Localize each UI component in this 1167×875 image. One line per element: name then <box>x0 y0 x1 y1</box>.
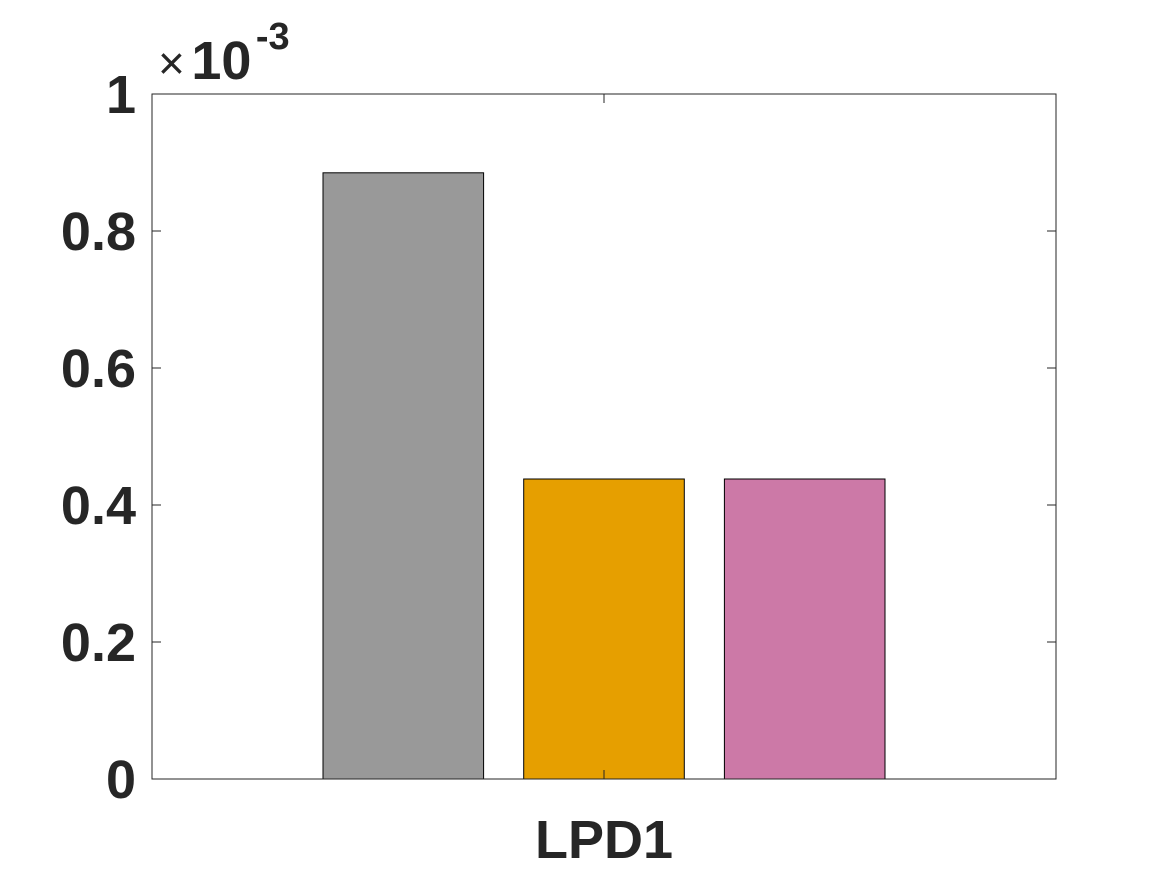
y-axis-multiplier: × 10 -3 <box>158 16 290 91</box>
x-tick-labels: LPD1 <box>535 810 673 870</box>
y-tick-label: 0.4 <box>61 476 136 536</box>
y-tick-label: 0 <box>106 750 136 810</box>
multiplier-base: 10 <box>191 31 251 91</box>
x-tick-label: LPD1 <box>535 810 673 870</box>
bar-series-3-lpd1 <box>723 478 886 780</box>
y-tick-label: 1 <box>106 65 136 125</box>
y-tick-label: 0.2 <box>61 613 136 673</box>
bar-series-2-lpd1 <box>523 478 685 780</box>
bars-group <box>322 172 886 780</box>
multiplier-times-sign: × <box>158 37 185 89</box>
bar-series-1-lpd1 <box>322 172 485 780</box>
y-tick-labels: 0 0.2 0.4 0.6 0.8 1 <box>61 65 136 810</box>
y-tick-label: 0.8 <box>61 202 136 262</box>
y-tick-label: 0.6 <box>61 339 136 399</box>
plot-frame <box>151 93 1057 780</box>
multiplier-exponent: -3 <box>256 16 290 58</box>
